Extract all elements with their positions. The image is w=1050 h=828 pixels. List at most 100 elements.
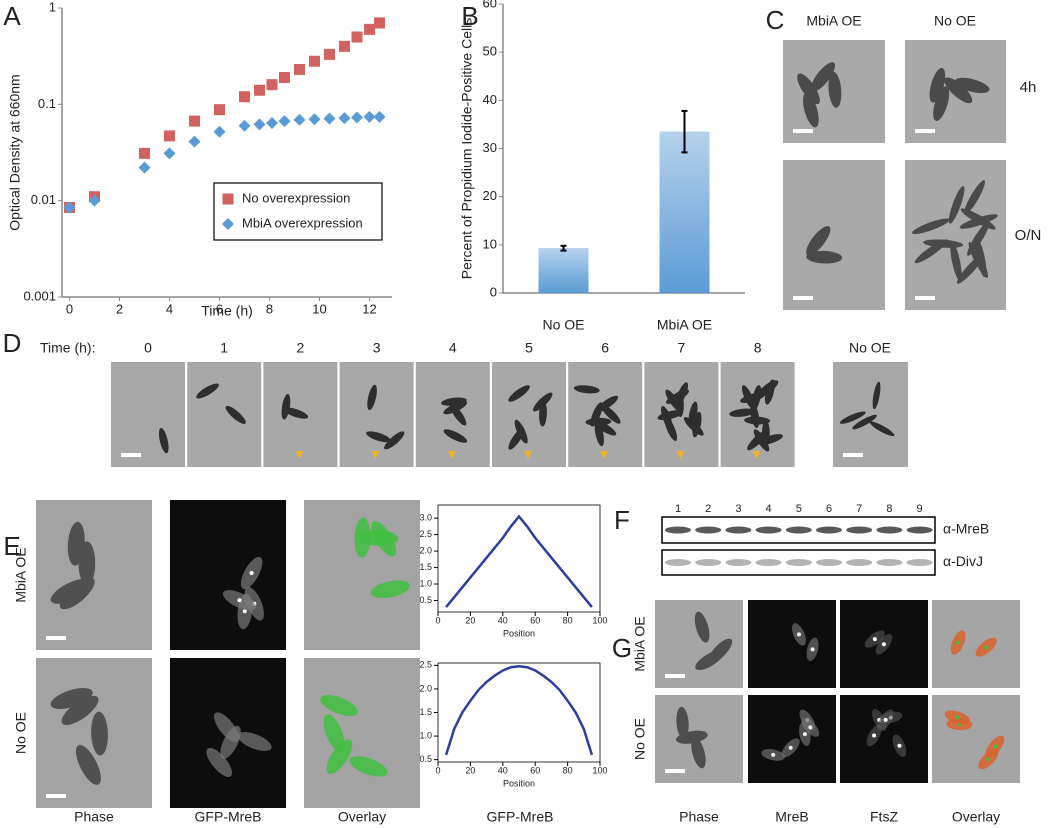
cell (349, 756, 388, 777)
cell (872, 381, 881, 410)
time-point: 1 (220, 340, 228, 356)
point (309, 55, 320, 67)
band (785, 559, 812, 566)
cell (533, 392, 553, 412)
spot (788, 745, 793, 750)
x-tick-label: 8 (266, 301, 273, 316)
cell (744, 416, 771, 425)
band (846, 559, 873, 566)
band (906, 526, 933, 534)
point (373, 110, 386, 123)
x-tick-label: 4 (166, 301, 173, 316)
cell (740, 392, 766, 403)
cell (67, 521, 85, 566)
cell (75, 744, 101, 785)
arrowhead (447, 451, 456, 459)
cell (225, 405, 246, 424)
cell (237, 732, 272, 752)
cell (950, 241, 962, 282)
point (253, 118, 266, 131)
cell (206, 747, 233, 777)
time-point: 6 (601, 340, 609, 356)
row-label: No OE (13, 712, 29, 754)
micrograph (111, 362, 185, 467)
band (785, 526, 812, 534)
cell (948, 185, 965, 224)
band (695, 559, 722, 566)
point (293, 113, 306, 126)
point (213, 125, 226, 138)
time-point: 4 (449, 340, 457, 356)
cell (326, 739, 353, 775)
micrograph (492, 362, 566, 467)
band (755, 559, 782, 566)
y-tick-label: 0.001 (23, 288, 56, 303)
column-label: MbiA OE (806, 13, 861, 29)
legend-box (213, 182, 383, 241)
y-tick-label: 30 (483, 140, 497, 155)
category-label: MbiA OE (657, 317, 712, 333)
x-tick-label: 0 (435, 615, 440, 625)
cell (601, 404, 621, 424)
point (188, 135, 201, 148)
point (294, 63, 305, 75)
y-axis-label: Optical Density at 660nm (7, 74, 23, 230)
y-tick-label: 1.5 (419, 562, 432, 572)
y-tick-label: 0.1 (38, 96, 56, 111)
x-tick-label: 60 (530, 765, 540, 775)
x-tick-label: 20 (465, 765, 475, 775)
y-tick-label: 2.5 (419, 660, 432, 670)
cell (158, 427, 169, 454)
cell (803, 92, 819, 128)
panel-letter: A (3, 1, 21, 31)
cell (676, 706, 689, 739)
time-label: Time (h): (40, 340, 95, 356)
cell (828, 71, 842, 108)
cell (590, 402, 603, 427)
scale-bar (915, 296, 935, 300)
micrograph (339, 362, 414, 467)
y-tick-label: 0.01 (31, 192, 56, 207)
cell (593, 420, 617, 436)
column-label: Phase (74, 809, 114, 825)
cell (761, 420, 770, 447)
micrograph (748, 600, 836, 688)
lane-label: 1 (675, 503, 681, 515)
panel-letter: G (612, 633, 632, 663)
cell (366, 431, 391, 443)
scale-bar (665, 769, 685, 773)
point (189, 115, 200, 127)
x-tick-label: 100 (592, 615, 607, 625)
cell (933, 86, 950, 121)
point (163, 147, 176, 160)
y-tick-label: 50 (483, 44, 497, 59)
point (324, 48, 335, 60)
x-tick-label: 80 (563, 765, 573, 775)
spot (955, 715, 960, 720)
micrograph (833, 362, 908, 467)
spot (883, 717, 888, 722)
cell (220, 725, 241, 759)
y-tick-label: 1 (49, 0, 56, 14)
spot (242, 609, 247, 614)
lane-label: 4 (766, 503, 772, 515)
lane-label: 9 (917, 503, 923, 515)
cell (852, 414, 877, 430)
y-tick-label: 0.5 (419, 754, 432, 764)
cell (729, 408, 756, 417)
arrowhead (752, 451, 761, 459)
point (279, 71, 290, 83)
micrograph (932, 600, 1020, 688)
arrowhead (371, 451, 380, 459)
point (338, 112, 351, 125)
point (139, 147, 150, 159)
micrograph (170, 500, 286, 650)
lane-label: 8 (886, 503, 892, 515)
micrograph (187, 362, 262, 467)
scale-bar (793, 129, 813, 133)
spot (984, 645, 989, 650)
y-tick-label: 1.0 (419, 730, 432, 740)
x-tick-label: 0 (435, 765, 440, 775)
cell (967, 221, 990, 256)
line (445, 514, 593, 608)
